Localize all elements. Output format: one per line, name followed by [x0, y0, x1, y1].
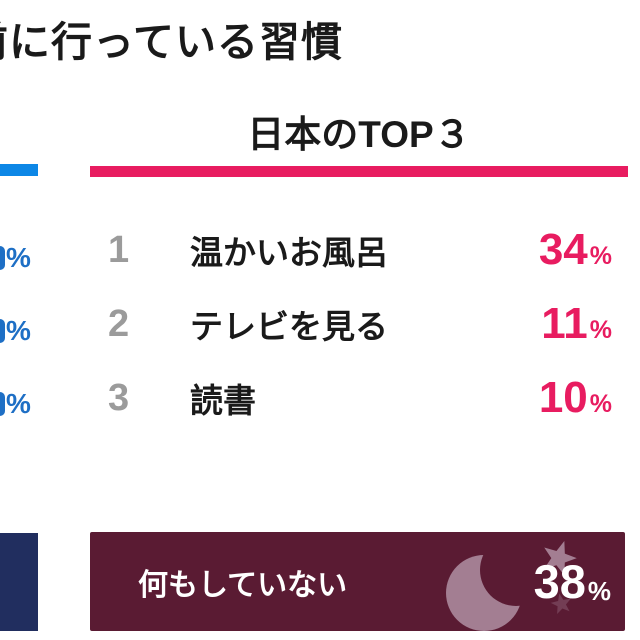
nothing-percent-number: 38 — [533, 555, 586, 608]
clipped-digit-sliver — [0, 392, 5, 416]
left-column-percent-fragment: % — [0, 386, 60, 422]
percent-value: 34 % — [539, 225, 628, 275]
habit-label: 読書 — [190, 382, 256, 419]
rank-number: 1 — [108, 228, 130, 271]
japan-top3-list: 1 温かいお風呂 34 % 2 テレビを見る 11 % 3 読書 10 % — [90, 213, 628, 435]
percent-unit: % — [589, 390, 612, 418]
rank-number: 2 — [108, 302, 130, 345]
percent-value: 11 % — [541, 299, 628, 349]
left-column-banner-fragment — [0, 533, 38, 631]
top3-row-1: 1 温かいお風呂 34 % — [90, 213, 628, 287]
percent-sign: % — [6, 242, 31, 273]
nothing-percent-value: 38 % — [534, 532, 611, 631]
clipped-digit-sliver — [0, 246, 5, 270]
left-column-accent-bar — [0, 164, 38, 176]
percent-unit: % — [589, 316, 612, 344]
percent-number: 34 — [538, 225, 588, 274]
japan-top3-heading: 日本のTOP３ — [247, 114, 471, 155]
percent-number: 11 — [541, 299, 588, 348]
nothing-banner: 何もしていない 38 % — [90, 532, 625, 631]
nothing-banner-label: 何もしていない — [138, 568, 348, 602]
clipped-digit-sliver — [0, 319, 5, 343]
percent-number: 10 — [538, 373, 588, 422]
left-column-percent-fragment: % — [0, 313, 60, 349]
top3-row-2: 2 テレビを見る 11 % — [90, 287, 628, 361]
habit-label: 温かいお風呂 — [190, 234, 388, 271]
star-icon — [532, 533, 584, 588]
page-title: 前に行っている習慣 — [0, 19, 343, 65]
percent-sign: % — [6, 315, 31, 346]
rank-number: 3 — [108, 376, 130, 419]
percent-sign: % — [6, 388, 31, 419]
percent-value: 10 % — [539, 373, 628, 423]
percent-unit: % — [589, 242, 612, 270]
nothing-percent-unit: % — [587, 576, 611, 606]
left-column-percent-fragment: % — [0, 240, 60, 276]
crescent-moon-icon — [442, 554, 534, 631]
japan-top3-accent-bar — [90, 166, 628, 177]
top3-row-3: 3 読書 10 % — [90, 361, 628, 435]
small-star-icon — [547, 590, 577, 623]
habit-label: テレビを見る — [190, 308, 388, 345]
